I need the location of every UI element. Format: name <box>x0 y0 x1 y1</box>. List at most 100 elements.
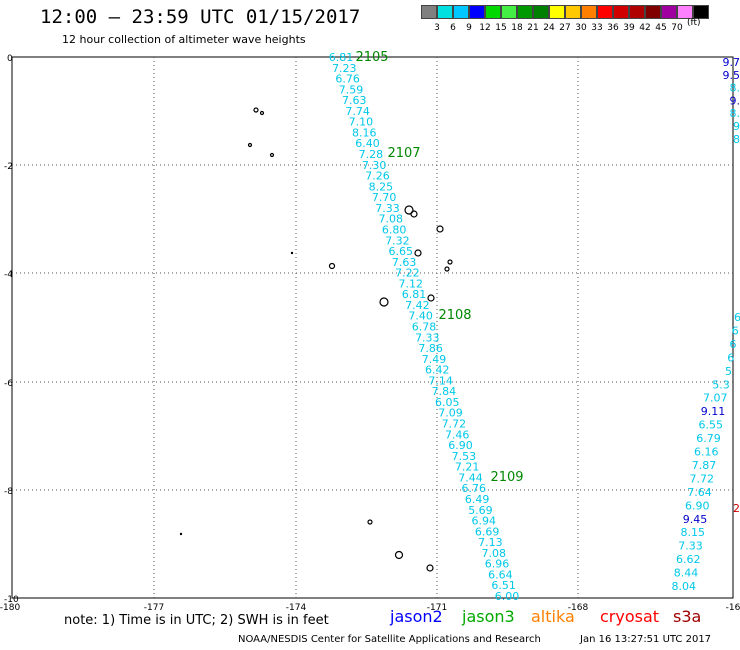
wave-height-value-edge: 8.44 <box>674 567 699 580</box>
legend-label: 42 <box>639 23 651 33</box>
lat-tick-label: 0 <box>7 54 13 64</box>
satellite-altika: altika <box>531 607 575 626</box>
legend-label: 15 <box>495 23 507 33</box>
legend-label: 70 <box>671 23 683 33</box>
legend-label: 24 <box>543 23 555 33</box>
lon-tick-label: -168 <box>568 603 589 613</box>
wave-height-value: 7.70 <box>372 191 397 204</box>
legend-swatch <box>517 5 533 19</box>
wave-height-value: 7.32 <box>385 234 410 247</box>
wave-height-value-edge: 8. <box>730 107 740 120</box>
wave-height-value-edge: 6.90 <box>685 499 710 512</box>
wave-height-value: 7.14 <box>428 374 453 387</box>
legend-swatch <box>581 5 597 19</box>
wave-height-value: 6.90 <box>448 439 473 452</box>
island-outline <box>328 262 336 270</box>
wave-height-value-edge: 7.64 <box>687 486 712 499</box>
wave-height-value: 6.42 <box>425 364 450 377</box>
wave-height-value-edge: 8. <box>730 82 740 95</box>
legend-label: 3 <box>434 23 440 33</box>
legend-label: 45 <box>655 23 667 33</box>
wave-height-value-edge: 9.7 <box>723 56 740 69</box>
legend-label: 39 <box>623 23 635 33</box>
island-outline <box>426 564 434 572</box>
wave-height-value: 7.74 <box>345 105 370 118</box>
legend-label: 21 <box>527 23 539 33</box>
wave-height-value-edge: 5 <box>725 365 732 378</box>
lon-tick-label: -177 <box>144 603 164 613</box>
wave-height-value: 7.22 <box>395 267 420 280</box>
wave-height-value: 6.64 <box>488 568 513 581</box>
island-outline <box>436 225 444 233</box>
island-outline <box>447 259 453 265</box>
wave-height-value-edge: 6.79 <box>696 432 721 445</box>
wave-height-value-edge: 8.04 <box>672 580 697 593</box>
wave-height-value: 6.81 <box>329 51 354 64</box>
wave-height-value-edge: 9.45 <box>683 513 708 526</box>
legend-swatch <box>613 5 629 19</box>
legend-label: 30 <box>575 23 587 33</box>
wave-height-value: 6.80 <box>382 223 407 236</box>
legend-swatch <box>485 5 501 19</box>
map-subtitle: 12 hour collection of altimeter wave hei… <box>62 33 306 46</box>
legend-swatch <box>629 5 645 19</box>
orbit-number-label: 2108 <box>438 308 471 323</box>
legend-swatch <box>469 5 485 19</box>
wave-height-value: 7.63 <box>342 94 367 107</box>
wave-height-value-edge: 7.07 <box>703 392 728 405</box>
legend-label: 6 <box>450 23 456 33</box>
satellite-cryosat: cryosat <box>600 607 660 626</box>
legend-swatch <box>597 5 613 19</box>
island-outline <box>444 266 450 272</box>
wave-height-value: 7.21 <box>455 461 480 474</box>
wave-height-value: 7.84 <box>432 385 457 398</box>
legend-swatch <box>645 5 661 19</box>
wave-height-value: 6.40 <box>355 137 380 150</box>
wave-height-value: 7.86 <box>418 342 443 355</box>
lat-tick-label: -6 <box>4 379 13 389</box>
wave-height-value: 7.59 <box>339 83 364 96</box>
wave-height-value-edge: 9. <box>730 94 740 107</box>
wave-height-value: 7.13 <box>478 536 503 549</box>
island-outline <box>414 249 422 257</box>
wave-height-value: 6.69 <box>475 525 500 538</box>
island-outline <box>367 519 373 525</box>
wave-height-value: 7.33 <box>375 202 400 215</box>
satellite-jason3: jason3 <box>462 607 515 626</box>
island-dot <box>290 251 294 255</box>
wave-height-value: 7.44 <box>458 471 483 484</box>
wave-height-value: 7.49 <box>422 353 447 366</box>
wave-height-value: 6.65 <box>389 245 414 258</box>
legend-swatch <box>437 5 453 19</box>
credit-line: NOAA/NESDIS Center for Satellite Applica… <box>238 634 541 645</box>
wave-height-value-edge: 8 <box>733 133 740 146</box>
wave-height-value: 7.10 <box>349 116 374 129</box>
wave-height-value: 7.08 <box>481 547 506 560</box>
wave-height-value: 6.81 <box>402 288 427 301</box>
lon-tick-label: -174 <box>286 603 307 613</box>
island-outline <box>253 107 259 113</box>
island-outline <box>379 297 389 307</box>
legend-swatch <box>501 5 517 19</box>
wave-height-value: 8.25 <box>369 180 394 193</box>
lon-tick-label: -180 <box>0 603 20 613</box>
wave-height-value: 7.46 <box>445 428 470 441</box>
wave-height-value: 8.16 <box>352 126 377 139</box>
wave-height-value: 6.76 <box>335 73 360 86</box>
wave-height-value: 7.42 <box>405 299 430 312</box>
wave-height-value-edge: 6.16 <box>694 446 719 459</box>
legend-swatch <box>677 5 693 19</box>
wave-height-value-edge: 5.3 <box>712 378 730 391</box>
wave-height-value: 5.69 <box>468 504 493 517</box>
legend-label: 36 <box>607 23 619 33</box>
legend-swatch <box>549 5 565 19</box>
wave-height-value: 7.08 <box>379 213 404 226</box>
legend-swatch <box>661 5 677 19</box>
wave-height-value: 7.23 <box>332 62 357 75</box>
wave-height-value: 7.40 <box>408 310 433 323</box>
wave-height-value: 7.72 <box>442 418 467 431</box>
island-outline <box>404 205 414 215</box>
legend-label: 27 <box>559 23 571 33</box>
satellite-s3a: s3a <box>673 607 702 626</box>
